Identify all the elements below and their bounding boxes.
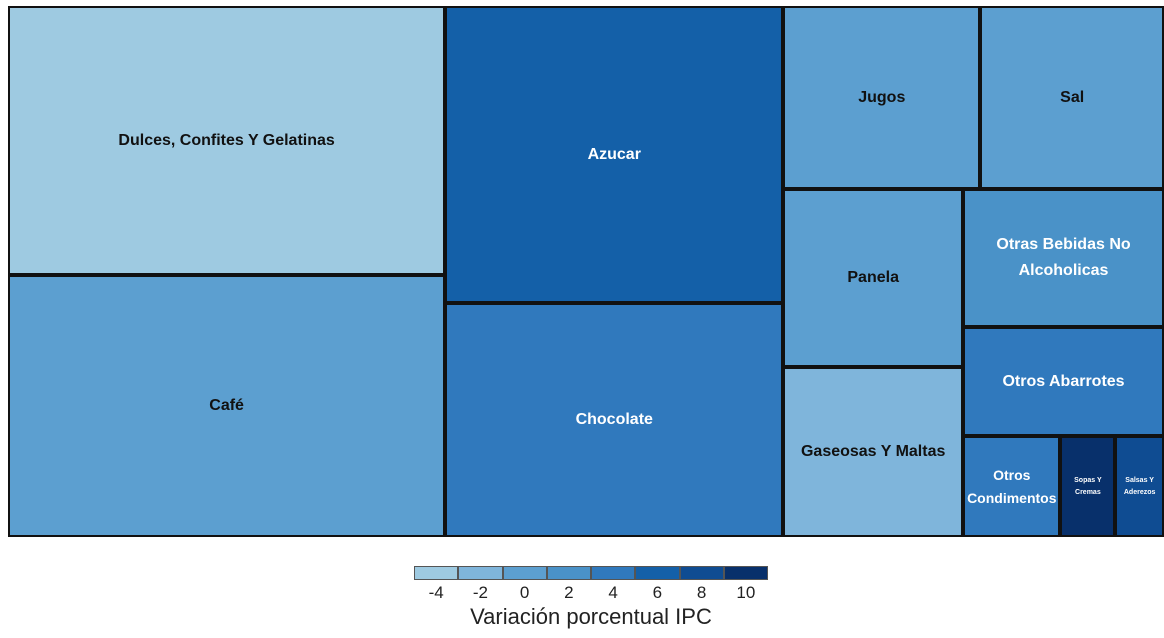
legend-swatch: [502, 566, 547, 580]
cell-label: Jugos: [858, 88, 906, 106]
legend-tick-label: -2: [472, 583, 488, 602]
legend-title: Variación porcentual IPC: [470, 604, 712, 629]
treemap-cell: Sopas Y Cremas: [1060, 436, 1116, 537]
cell-label: Chocolate: [575, 411, 653, 429]
cell-label: Otros Abarrotes: [1002, 372, 1125, 390]
cell-label: Dulces, Confites Y Gelatinas: [118, 131, 335, 149]
legend-swatch: [591, 566, 636, 580]
legend-tick-label: 10: [736, 583, 756, 602]
treemap-cell: Azucar: [445, 6, 784, 304]
treemap-cell: Panela: [783, 189, 964, 367]
legend-tick-label: 2: [564, 583, 574, 602]
cell-label: Otros Condimentos: [967, 467, 1057, 506]
legend-swatch: [679, 566, 724, 580]
treemap-cell: Otros Abarrotes: [963, 326, 1164, 437]
legend-swatch: [458, 566, 503, 580]
treemap-cell: Chocolate: [445, 303, 784, 537]
legend: Variación porcentual IPC -4 -2 0 2 4 6 8 10: [414, 566, 768, 638]
legend-tick-label: -4: [428, 583, 444, 602]
cell-label: Sal: [1060, 88, 1085, 106]
legend-tick-label: 8: [696, 583, 707, 602]
legend-tick-label: 0: [519, 583, 530, 602]
treemap-cell: Dulces, Confites Y Gelatinas: [8, 6, 446, 275]
legend-swatch: [635, 566, 680, 580]
legend-swatch: [546, 566, 591, 580]
treemap-cell: Salsas Y Aderezos: [1115, 436, 1164, 537]
treemap-cell: Jugos: [783, 6, 981, 190]
cell-label: Panela: [847, 269, 899, 287]
treemap-cell: Gaseosas Y Maltas: [783, 366, 964, 537]
legend-tick-label: 6: [652, 583, 663, 602]
cell-label: Otras Bebidas No Alcoholicas: [996, 236, 1131, 280]
cell-label: Café: [209, 397, 244, 415]
treemap-cell: Café: [8, 275, 446, 537]
cell-label: Azucar: [587, 145, 641, 163]
legend-swatch: [414, 566, 459, 580]
cell-label: Sopas Y Cremas: [1074, 477, 1102, 496]
treemap-cell: Otras Bebidas No Alcoholicas: [963, 189, 1164, 327]
cell-label: Salsas Y Aderezos: [1123, 477, 1156, 496]
treemap-cell: Otros Condimentos: [963, 436, 1061, 537]
legend-swatch: [723, 566, 768, 580]
treemap: Dulces, Confites Y Gelatinas Café Azucar Ch…: [8, 6, 1164, 537]
cell-label: Gaseosas Y Maltas: [800, 443, 946, 460]
legend-tick-label: 4: [608, 583, 618, 602]
treemap-cell: Sal: [980, 6, 1164, 190]
